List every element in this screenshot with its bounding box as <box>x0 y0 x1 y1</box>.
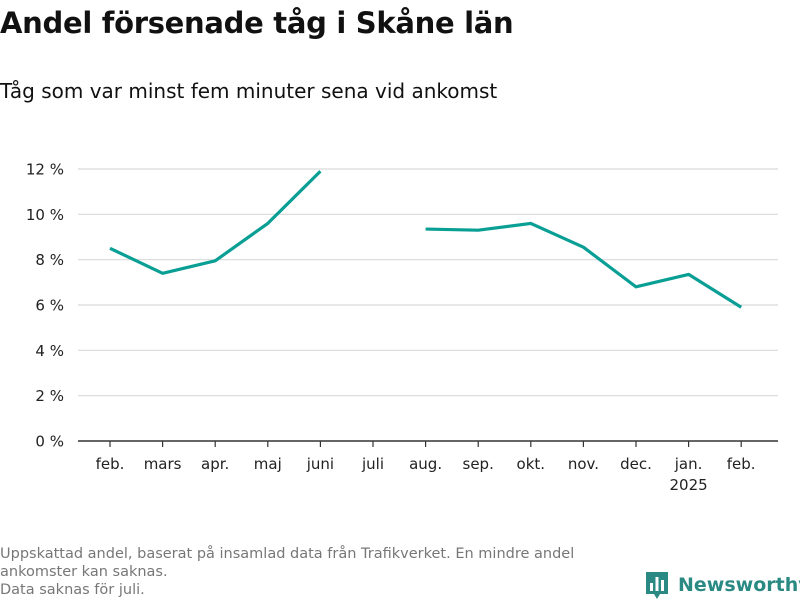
series-line-segment <box>109 170 322 275</box>
x-tick-label: sep. <box>463 455 494 473</box>
y-tick-label: 2 % <box>35 387 64 405</box>
x-tick-label: feb. <box>727 455 756 473</box>
y-tick-label: 10 % <box>26 206 64 224</box>
y-axis-ticks: 0 % 2 % 4 % 6 % 8 % 10 % 12 % <box>26 161 64 451</box>
x-tick-label: okt. <box>517 455 546 473</box>
bar-chart-logo-icon <box>646 572 668 599</box>
x-tick-label: dec. <box>620 455 652 473</box>
x-tick-label: nov. <box>568 455 599 473</box>
x-tick-label: mars <box>144 455 182 473</box>
x-axis: feb. mars apr. maj juni juli aug. sep. okt. nov. d… <box>78 440 778 494</box>
x-tick-label: jan. <box>674 455 703 473</box>
y-tick-label: 0 % <box>35 433 64 451</box>
brand-name: Newsworthy <box>678 574 800 596</box>
series-line-segment <box>425 221 743 309</box>
brand-logo: Newsworthy <box>644 570 800 600</box>
y-tick-label: 6 % <box>35 297 64 315</box>
footnote: Uppskattad andel, baserat på insamlad da… <box>0 545 630 599</box>
x-tick-label: juni <box>306 455 334 473</box>
x-tick-label: apr. <box>201 455 229 473</box>
chart-title: Andel försenade tåg i Skåne län <box>0 6 514 40</box>
footnote-line-3: Data saknas för juli. <box>0 582 145 598</box>
x-tick-label: aug. <box>409 455 442 473</box>
x-tick-label: maj <box>254 455 282 473</box>
footnote-line-1: Uppskattad andel, baserat på insamlad da… <box>0 546 575 562</box>
y-tick-label: 4 % <box>35 342 64 360</box>
chart-subtitle: Tåg som var minst fem minuter sena vid a… <box>0 79 498 103</box>
footnote-line-2: ankomster kan saknas. <box>0 564 168 580</box>
x-tick-label: juli <box>361 455 384 473</box>
y-tick-label: 12 % <box>26 161 64 179</box>
series-lines <box>109 170 743 309</box>
y-tick-label: 8 % <box>35 251 64 269</box>
line-chart: 0 % 2 % 4 % 6 % 8 % 10 % 12 % feb. mars apr. maj j… <box>26 161 778 494</box>
x-tick-sublabel: 2025 <box>670 476 708 494</box>
x-tick-label: feb. <box>96 455 125 473</box>
gridlines <box>78 168 778 397</box>
